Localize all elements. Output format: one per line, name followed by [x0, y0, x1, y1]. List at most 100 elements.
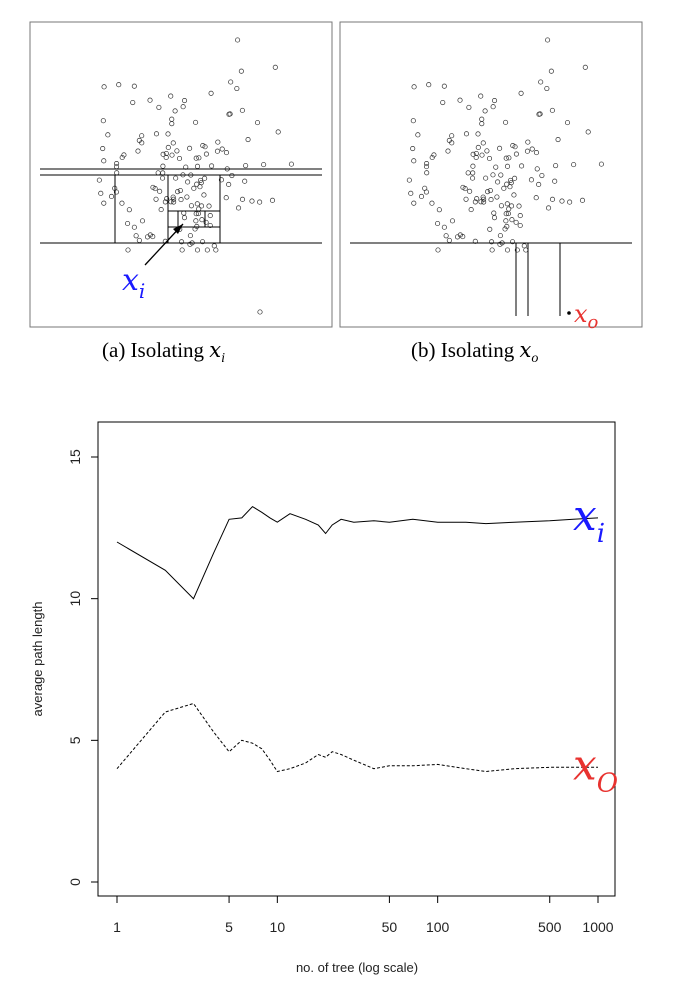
- scatter-point: [495, 179, 501, 185]
- scatter-point: [177, 187, 183, 194]
- scatter-point: [269, 197, 276, 203]
- scatter-point: [406, 177, 412, 183]
- scatter-point: [524, 148, 531, 154]
- scatter-point: [139, 133, 145, 139]
- scatter-point: [196, 155, 202, 161]
- scatter-point: [579, 197, 586, 203]
- scatter-point: [206, 203, 212, 209]
- scatter-point: [170, 140, 176, 146]
- scatter-point: [275, 129, 281, 135]
- scatter-point: [503, 155, 509, 161]
- scatter-point: [228, 79, 234, 85]
- scatter-point: [200, 143, 206, 149]
- scatter-point: [156, 104, 162, 110]
- scatter-point: [203, 219, 209, 225]
- scatter-point: [504, 247, 511, 253]
- x-tick-label: 500: [538, 919, 562, 935]
- scatter-point: [552, 178, 558, 184]
- scatter-point: [175, 189, 181, 195]
- panel-a-frame: [29, 21, 333, 328]
- panel-b-points: [406, 37, 604, 253]
- scatter-point: [150, 184, 156, 190]
- scatter-point: [479, 152, 485, 158]
- scatter-point: [411, 200, 417, 206]
- scatter-point: [219, 146, 225, 152]
- scatter-point: [497, 241, 503, 247]
- scatter-point: [238, 68, 244, 74]
- scatter-point: [463, 196, 469, 202]
- scatter-point: [114, 161, 120, 167]
- scatter-point: [503, 211, 509, 217]
- scatter-point: [440, 99, 446, 106]
- scatter-point: [130, 99, 136, 106]
- scatter-point: [153, 131, 160, 137]
- scatter-point: [169, 152, 175, 158]
- scatter-point: [446, 237, 452, 243]
- scatter-point: [486, 155, 493, 162]
- scatter-point: [511, 192, 517, 198]
- scatter-point: [227, 111, 233, 117]
- caption-a: (a) Isolating xi: [102, 338, 226, 367]
- scatter-point: [180, 104, 186, 110]
- scatter-point: [472, 238, 478, 244]
- scatter-point: [571, 162, 577, 168]
- scatter-point: [242, 178, 248, 184]
- scatter-point: [449, 133, 455, 139]
- scatter-point: [236, 205, 242, 211]
- scatter-point: [163, 154, 169, 160]
- panel-a-partitions: [40, 168, 322, 244]
- scatter-point: [131, 224, 137, 230]
- scatter-point: [165, 144, 171, 151]
- scatter-point: [482, 108, 488, 114]
- series-label-1: xO: [573, 740, 618, 798]
- scatter-point: [506, 155, 512, 161]
- series-label-0: xi: [573, 491, 605, 549]
- scatter-point: [147, 97, 153, 103]
- scatter-point: [207, 213, 213, 219]
- scatter-point: [209, 163, 215, 169]
- scatter-point: [172, 108, 178, 114]
- scatter-point: [478, 199, 484, 205]
- scatter-point: [501, 185, 507, 191]
- scatter-point: [199, 217, 205, 223]
- scatter-point: [243, 163, 249, 169]
- scatter-point: [119, 154, 125, 161]
- scatter-point: [136, 237, 142, 243]
- scatter-point: [213, 247, 219, 253]
- scatter-point: [257, 199, 263, 205]
- scatter-point: [411, 84, 417, 90]
- scatter-point: [441, 83, 447, 89]
- scatter-point: [508, 203, 515, 209]
- scatter-point: [564, 120, 571, 126]
- scatter-point: [504, 201, 510, 207]
- scatter-point: [194, 201, 200, 207]
- scatter-point: [509, 239, 516, 245]
- y-axis-title: average path length: [30, 602, 45, 717]
- scatter-point: [198, 203, 205, 209]
- scatter-point: [470, 151, 476, 157]
- scatter-point: [185, 179, 191, 185]
- scatter-point: [193, 218, 199, 224]
- scatter-point: [176, 155, 183, 162]
- scatter-point: [135, 148, 141, 154]
- scatter-point: [475, 131, 481, 137]
- scatter-point: [529, 146, 535, 152]
- scatter-point: [215, 139, 221, 145]
- scatter-point: [223, 195, 229, 201]
- x-axis: 1 5 10 50 100 500 1000: [113, 895, 614, 935]
- scatter-point: [468, 207, 474, 213]
- scatter-point: [229, 172, 235, 179]
- scatter-point: [544, 85, 550, 92]
- scatter-point: [165, 131, 171, 137]
- x-tick-label: 10: [270, 919, 286, 935]
- scatter-point: [133, 233, 139, 239]
- scatter-point: [179, 239, 185, 245]
- scatter-point: [164, 196, 170, 202]
- scatter-point: [408, 190, 414, 196]
- y-tick-label: 0: [67, 878, 83, 886]
- scatter-point: [585, 129, 591, 135]
- scatter-point: [514, 247, 520, 253]
- scatter-point: [153, 196, 159, 202]
- scatter-point: [503, 119, 509, 125]
- scatter-point: [475, 144, 481, 151]
